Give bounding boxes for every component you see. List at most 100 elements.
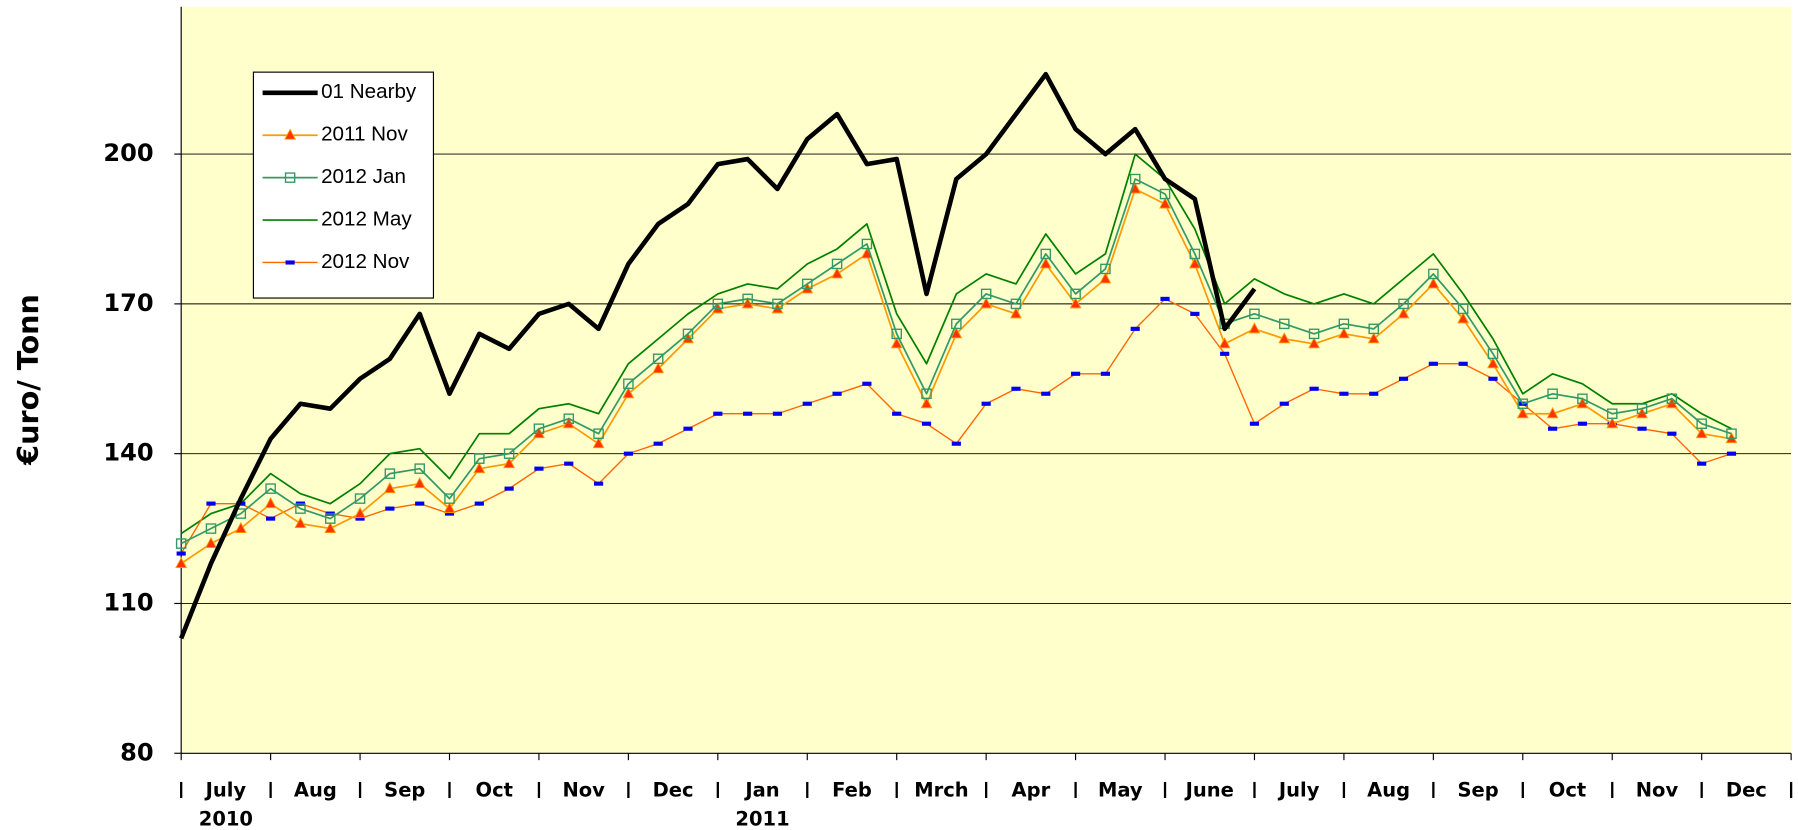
- marker: [1279, 401, 1289, 406]
- marker: [1130, 326, 1140, 331]
- marker: [1695, 426, 1708, 439]
- marker: [1427, 277, 1440, 289]
- marker: [265, 483, 276, 494]
- marker: [951, 441, 961, 446]
- marker: [593, 428, 604, 439]
- marker: [1070, 288, 1081, 300]
- marker: [1368, 323, 1380, 335]
- marker: [980, 288, 992, 300]
- x-tick-label: May: [1098, 779, 1143, 802]
- marker: [444, 493, 455, 504]
- x-tick-label: Dec: [653, 779, 694, 802]
- marker: [1637, 426, 1647, 431]
- marker: [563, 413, 575, 424]
- x-year-label: 2011: [735, 807, 789, 830]
- marker: [683, 426, 693, 431]
- marker: [473, 461, 486, 474]
- y-tick-label: 110: [103, 588, 153, 616]
- marker: [1577, 393, 1588, 405]
- x-tick-label: Oct: [1549, 779, 1586, 802]
- marker: [284, 128, 297, 140]
- marker: [1071, 371, 1081, 376]
- x-tick-label: Dec: [1726, 779, 1767, 802]
- marker: [921, 388, 932, 400]
- marker: [1517, 398, 1529, 410]
- marker: [652, 353, 664, 365]
- marker: [1398, 298, 1409, 310]
- marker: [712, 298, 724, 310]
- marker: [1488, 376, 1498, 381]
- marker: [1039, 257, 1052, 269]
- y-axis-title: €uro/ Tonn: [11, 294, 45, 466]
- marker: [1308, 328, 1320, 340]
- marker: [1040, 248, 1052, 260]
- marker: [593, 481, 604, 486]
- marker: [742, 293, 753, 305]
- series-line: [180, 178, 1732, 545]
- marker: [1697, 461, 1707, 466]
- marker: [653, 441, 663, 446]
- marker: [920, 397, 933, 409]
- marker: [1457, 312, 1470, 324]
- marker: [384, 468, 396, 479]
- marker: [354, 493, 366, 504]
- marker: [1667, 431, 1677, 436]
- marker: [951, 318, 962, 330]
- x-tick-label: Aug: [294, 779, 337, 802]
- marker: [1487, 348, 1499, 360]
- marker: [892, 411, 902, 416]
- legend-label: 2012 Nov: [321, 250, 410, 273]
- x-tick-label: Feb: [832, 779, 872, 802]
- marker: [324, 513, 336, 524]
- marker: [1367, 332, 1380, 344]
- marker: [652, 362, 665, 374]
- marker: [564, 461, 574, 466]
- marker: [1337, 327, 1350, 339]
- marker: [1160, 296, 1170, 301]
- marker: [1636, 403, 1648, 415]
- y-tick-label: 140: [103, 439, 153, 467]
- marker: [623, 378, 634, 390]
- legend-label: 01 Nearby: [321, 80, 417, 103]
- marker: [474, 453, 485, 464]
- marker: [1339, 391, 1349, 396]
- marker: [1428, 361, 1438, 366]
- marker: [592, 436, 605, 449]
- marker: [503, 448, 515, 459]
- marker: [205, 523, 217, 534]
- marker: [205, 536, 217, 549]
- marker: [533, 423, 545, 434]
- marker: [385, 506, 395, 511]
- plot-area: [181, 6, 1792, 754]
- series-line: [179, 71, 1257, 640]
- x-tick-label: June: [1184, 779, 1234, 802]
- marker: [264, 496, 277, 509]
- x-tick-label: Mrch: [914, 779, 968, 802]
- marker: [1457, 303, 1469, 315]
- marker: [1279, 318, 1290, 330]
- marker: [1338, 318, 1350, 330]
- y-tick-label: 200: [103, 139, 153, 167]
- marker: [1696, 418, 1707, 429]
- marker: [622, 387, 635, 399]
- marker: [413, 476, 426, 489]
- marker: [861, 238, 873, 250]
- x-tick-label: Sep: [1457, 779, 1498, 802]
- marker: [504, 486, 514, 491]
- marker: [1726, 428, 1737, 439]
- marker: [1516, 407, 1529, 419]
- marker: [414, 463, 425, 474]
- marker: [802, 401, 812, 406]
- x-tick-label: Apr: [1012, 779, 1051, 802]
- x-tick-label: Oct: [476, 779, 513, 802]
- marker: [1218, 337, 1231, 349]
- marker: [176, 551, 186, 556]
- marker: [1069, 297, 1082, 309]
- marker: [1249, 421, 1260, 426]
- marker: [1129, 173, 1141, 185]
- marker: [1011, 386, 1021, 391]
- marker: [1249, 308, 1260, 320]
- marker: [1159, 197, 1171, 209]
